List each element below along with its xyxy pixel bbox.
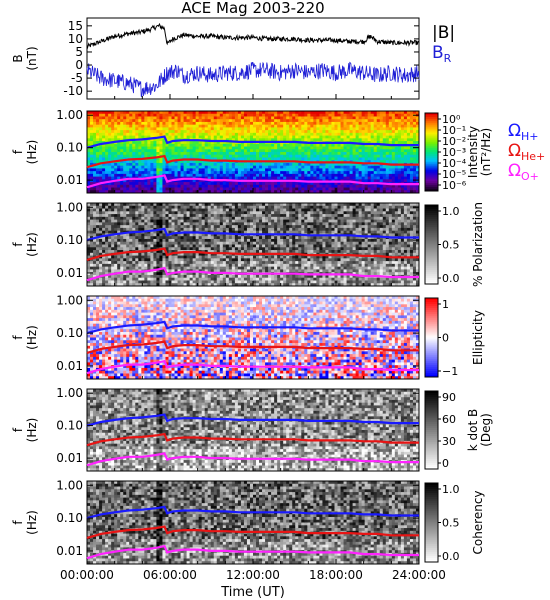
svg-text:f: f: [11, 149, 25, 154]
colorbar-polarization: [424, 204, 441, 285]
svg-text:B: B: [11, 54, 25, 62]
legend-omega-0: ΩH+: [508, 121, 539, 143]
legend-omega-1: ΩHe+: [508, 141, 545, 163]
colorbar-label: Ellipticity: [471, 310, 485, 365]
colorbar-tick-label: 0.0: [442, 272, 460, 285]
y-tick-label: 1.00: [56, 478, 83, 492]
gyro-line-he: [86, 340, 419, 354]
colorbar-label: Coherency: [471, 490, 485, 554]
panel-intensity: [87, 111, 420, 194]
y-tick-label: 10: [68, 32, 83, 46]
panel-b-frame: [86, 17, 420, 100]
chart-title: ACE Mag 2003-220: [181, 0, 324, 17]
colorbar-tick-label: 10⁻⁵: [442, 168, 466, 181]
colorbar-tick-label: −1: [442, 365, 458, 378]
y-tick-label: 0.01: [56, 266, 83, 280]
gyro-line-o: [86, 452, 419, 467]
y-axis-label: B (nT): [11, 46, 39, 70]
colorbar-tick-label: 1.0: [442, 483, 460, 496]
gyro-line-h: [86, 135, 419, 149]
gyro-line-h: [86, 413, 419, 427]
legend-br: BR: [432, 43, 452, 65]
x-axis-label: Time (UT): [220, 585, 285, 600]
y-tick-label: 0.01: [56, 544, 83, 558]
x-tick-label: 06:00:00: [143, 568, 197, 582]
gyro-line-o: [86, 359, 419, 375]
y-tick-label: 0.01: [56, 451, 83, 465]
y-tick-label: -5: [71, 71, 83, 85]
colorbar-label: k dot B (Deg): [466, 409, 493, 451]
colorbar-tick-label: 10⁰: [442, 113, 461, 126]
y-tick-label: 1.00: [56, 200, 83, 214]
legend-omega-2: ΩO+: [508, 161, 539, 183]
gyro-line-h: [86, 505, 419, 520]
gyro-line-he: [86, 525, 419, 539]
colorbar-tick-label: 0.5: [442, 239, 460, 252]
y-tick-label: 1.00: [56, 293, 83, 307]
colorbar-tick-label: 60: [442, 413, 456, 426]
colorbar-intensity: [424, 112, 441, 192]
x-tick-label: 00:00:00: [60, 568, 114, 582]
y-tick-label: 1.00: [56, 108, 83, 122]
y-tick-label: 15: [68, 19, 83, 33]
y-tick-label: 0.10: [56, 141, 83, 155]
y-tick-label: 0.10: [56, 419, 83, 433]
colorbar-tick-label: 0: [442, 457, 449, 470]
y-axis-label: f (Hz): [11, 325, 39, 350]
colorbar-ellipticity: [424, 297, 441, 378]
gyro-line-he: [86, 432, 419, 447]
colorbar-coherency: [424, 482, 441, 563]
colorbar-tick-label: 10⁻²: [442, 135, 466, 148]
legend-bmag: |B|: [432, 23, 455, 43]
x-tick-label: 18:00:00: [309, 568, 363, 582]
colorbar-tick-label: 1: [442, 298, 449, 311]
y-tick-label: 0.10: [56, 233, 83, 247]
svg-text:Intensity: Intensity: [466, 126, 480, 178]
gyro-line-h: [86, 320, 419, 335]
y-tick-label: 0.10: [56, 326, 83, 340]
y-axis-label: f (Hz): [11, 232, 39, 257]
y-tick-label: 0: [75, 58, 83, 72]
series-br-line: [86, 61, 420, 98]
colorbar-tick-label: 10⁻¹: [442, 124, 466, 137]
y-axis-label: f (Hz): [11, 418, 39, 443]
colorbar-tick-label: 10⁻⁴: [442, 157, 467, 170]
colorbar-label: % Polarization: [471, 202, 485, 287]
colorbar-kdotb: [424, 390, 441, 470]
y-tick-label: 1.00: [56, 386, 83, 400]
svg-text:(nT²/Hz): (nT²/Hz): [479, 128, 493, 176]
y-tick-label: -10: [63, 84, 83, 98]
colorbar-label: Intensity (nT²/Hz): [466, 126, 493, 178]
colorbar-tick-label: 0.0: [442, 550, 460, 563]
y-axis-label: f (Hz): [11, 140, 39, 165]
colorbar-tick-label: 90: [442, 391, 456, 404]
gyro-line-he: [86, 154, 419, 169]
y-tick-label: 5: [75, 45, 83, 59]
y-tick-label: 0.10: [56, 511, 83, 525]
y-tick-label: 0.01: [56, 173, 83, 187]
y-axis-label: f (Hz): [11, 510, 39, 535]
gyro-line-o: [86, 174, 419, 189]
series-bmag-line: [86, 22, 420, 50]
x-tick-label: 12:00:00: [226, 568, 280, 582]
colorbar-tick-label: 10⁻⁶: [442, 179, 467, 192]
colorbar-tick-label: 10⁻³: [442, 146, 466, 159]
x-tick-label: 24:00:00: [392, 568, 446, 582]
colorbar-tick-label: 0: [442, 332, 449, 345]
gyro-line-o: [86, 544, 419, 560]
y-tick-label: 0.01: [56, 359, 83, 373]
gyro-line-he: [86, 247, 419, 261]
gyro-line-o: [86, 266, 419, 282]
gyro-line-h: [86, 227, 419, 242]
colorbar-tick-label: 1.0: [442, 205, 460, 218]
colorbar-tick-label: 0.5: [442, 517, 460, 530]
colorbar-tick-label: 30: [442, 435, 456, 448]
svg-text:(Hz): (Hz): [25, 140, 39, 165]
svg-text:(nT): (nT): [25, 46, 39, 70]
